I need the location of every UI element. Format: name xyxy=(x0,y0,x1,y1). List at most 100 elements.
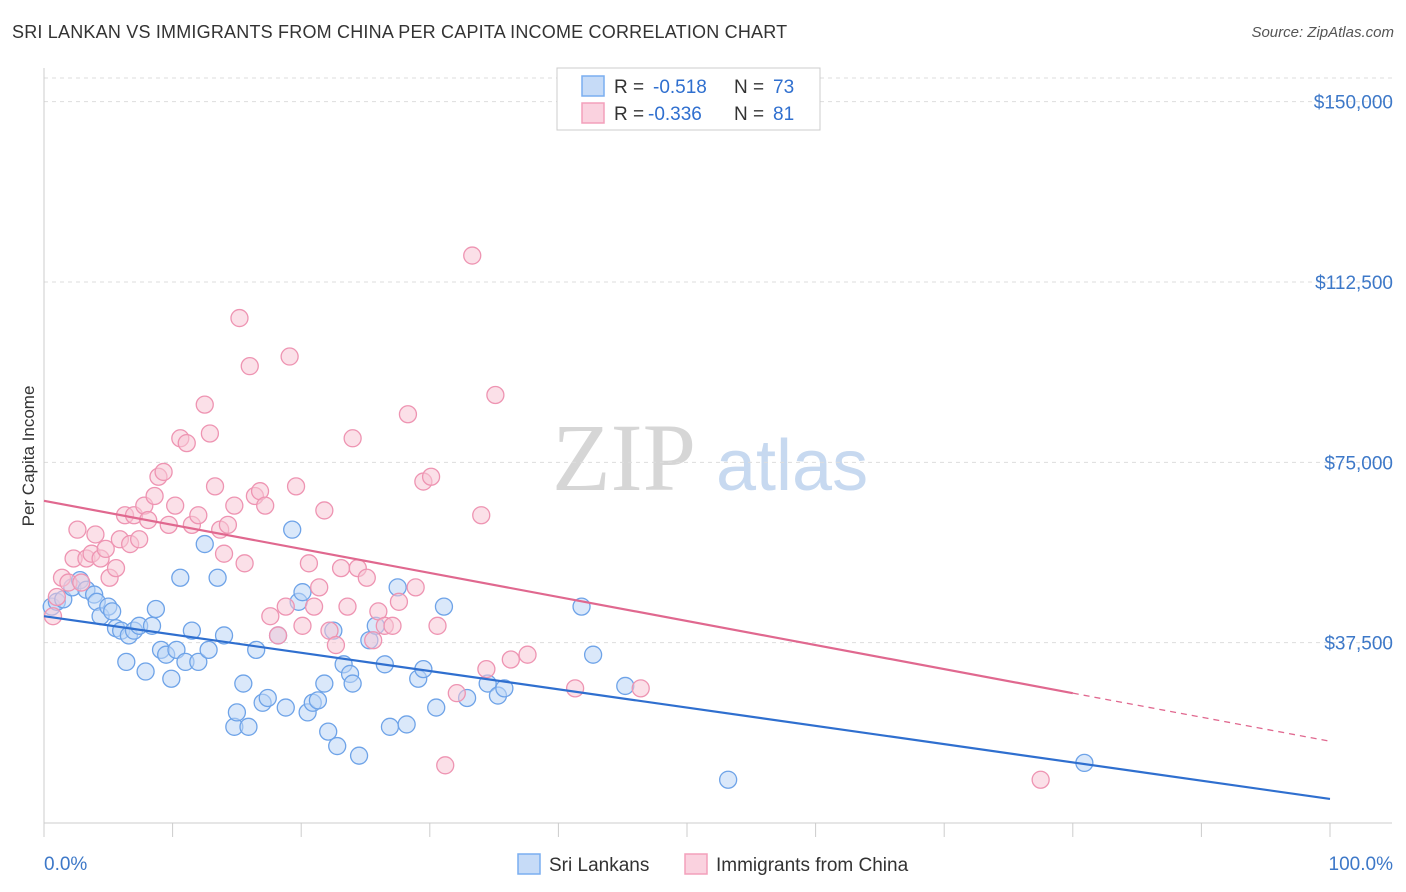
immigrants-from-china-point xyxy=(436,756,455,775)
sri-lankans-point xyxy=(199,640,218,660)
y-tick-label: $112,500 xyxy=(1315,273,1393,294)
sri-lankans-point xyxy=(427,698,446,717)
trendlines xyxy=(43,499,1331,801)
sri-lankans-point xyxy=(162,669,181,688)
sri-lankans-point xyxy=(214,626,234,645)
immigrants-from-china-point xyxy=(421,467,441,486)
immigrants-from-china-point xyxy=(463,246,482,265)
sri-lankans-point xyxy=(283,520,302,539)
immigrants-from-china-point xyxy=(214,544,234,563)
immigrants-from-china-point xyxy=(72,573,91,592)
sri-lankans-point xyxy=(258,688,277,708)
watermark-zip: ZIP xyxy=(552,404,696,511)
legend-n-label-2: N = xyxy=(734,104,764,125)
immigrants-from-china-point xyxy=(343,429,362,448)
sri-lankans-point xyxy=(328,736,347,756)
chart-title: SRI LANKAN VS IMMIGRANTS FROM CHINA PER … xyxy=(12,22,788,42)
immigrants-from-china-point xyxy=(331,558,351,578)
immigrants-from-china-point xyxy=(154,462,173,482)
y-tick-label: $37,500 xyxy=(1324,634,1393,655)
sri-lankans-point xyxy=(208,568,227,587)
sri-lankans-point xyxy=(434,597,454,616)
sri-lankans-point xyxy=(495,679,514,698)
legend-swatch-immigrants-from-china xyxy=(581,102,605,124)
immigrants-from-china-point xyxy=(486,385,505,405)
sri-lankans-point xyxy=(247,640,266,660)
immigrants-from-china-point xyxy=(200,424,220,443)
chart-source: Source: ZipAtlas.com xyxy=(1251,24,1394,41)
immigrants-from-china-point xyxy=(326,635,346,655)
immigrants-from-china-point xyxy=(268,626,288,645)
sri-lankans-point xyxy=(719,770,738,789)
axes xyxy=(43,68,1392,837)
immigrants-from-china-point xyxy=(86,525,105,544)
immigrants-from-china-point xyxy=(47,587,67,607)
legend-n-value-2: 81 xyxy=(773,104,794,125)
immigrants-from-china-point xyxy=(177,433,196,453)
sri-lankans-point xyxy=(239,717,258,736)
immigrants-from-china-point xyxy=(166,496,185,515)
sri-lankans-point xyxy=(182,621,202,640)
immigrants-from-china-point xyxy=(189,506,208,525)
legend-n-value-1: 73 xyxy=(773,77,794,98)
immigrants-from-china-point xyxy=(1031,770,1050,789)
sri-lankans-point xyxy=(349,746,369,765)
sri-lankans-point xyxy=(103,602,122,621)
immigrants-from-china-point xyxy=(631,679,650,698)
y-tick-label: $150,000 xyxy=(1314,93,1393,114)
x-tick-labels: 0.0% 100.0% xyxy=(44,854,1393,875)
immigrants-from-china-point xyxy=(286,477,306,496)
immigrants-from-china-point xyxy=(195,395,214,414)
immigrants-from-china-point xyxy=(280,347,299,366)
immigrants-from-china-point xyxy=(447,684,466,703)
legend-r-value-1: -0.518 xyxy=(653,77,707,98)
sri-lankans-point xyxy=(234,674,253,693)
watermark-atlas: atlas xyxy=(716,426,868,506)
immigrants-from-china-point xyxy=(299,554,319,573)
immigrants-from-china-point xyxy=(472,506,491,525)
immigrants-from-china-point xyxy=(315,501,334,520)
immigrants-from-china-point xyxy=(230,308,249,328)
sri-lankans-point xyxy=(343,674,362,693)
immigrants-from-china-trendline-extension xyxy=(1072,692,1331,742)
bottom-legend: Sri Lankans Immigrants from China xyxy=(517,853,909,876)
sri-lankans-point xyxy=(308,691,328,710)
immigrants-from-china-point xyxy=(501,650,520,669)
immigrants-from-china-point xyxy=(428,616,447,635)
bottom-legend-swatch-immigrants-from-china xyxy=(684,853,708,875)
immigrants-from-china-trendline xyxy=(43,499,1074,695)
sri-lankans-point xyxy=(583,645,603,664)
legend-r-value-2: -0.336 xyxy=(648,104,702,125)
sri-lankans-point xyxy=(227,703,247,722)
immigrants-from-china-point xyxy=(106,558,126,578)
sri-lankans-point xyxy=(117,652,136,672)
immigrants-from-china-point xyxy=(256,496,275,515)
series-sri-lankans-points xyxy=(42,520,1094,789)
sri-lankans-point xyxy=(276,698,295,717)
sri-lankans-point xyxy=(146,599,166,619)
immigrants-from-china-point xyxy=(398,405,418,424)
immigrants-from-china-point xyxy=(389,592,409,611)
immigrants-from-china-point xyxy=(477,659,496,679)
immigrants-from-china-point xyxy=(364,631,383,650)
sri-lankans-point xyxy=(315,674,334,693)
sri-lankans-point xyxy=(189,652,208,672)
legend-r-label-1: R = xyxy=(614,77,644,98)
sri-lankans-point xyxy=(293,583,312,602)
bottom-legend-label-sri-lankans: Sri Lankans xyxy=(549,855,649,876)
x-tick-label: 0.0% xyxy=(44,854,87,875)
immigrants-from-china-point xyxy=(205,477,225,496)
immigrants-from-china-point xyxy=(383,616,402,635)
sri-lankans-point xyxy=(397,715,416,734)
immigrants-from-china-point xyxy=(406,578,425,597)
immigrants-from-china-point xyxy=(338,597,357,616)
legend-box: R = -0.518 N = 73 R = -0.336 N = 81 xyxy=(556,67,821,131)
immigrants-from-china-point xyxy=(218,515,238,534)
immigrants-from-china-point xyxy=(310,578,329,597)
sri-lankans-point xyxy=(136,662,155,681)
immigrants-from-china-point xyxy=(261,607,280,626)
y-tick-label: $75,000 xyxy=(1324,453,1393,474)
immigrants-from-china-point xyxy=(225,496,244,515)
sri-lankans-trendline xyxy=(43,615,1331,801)
